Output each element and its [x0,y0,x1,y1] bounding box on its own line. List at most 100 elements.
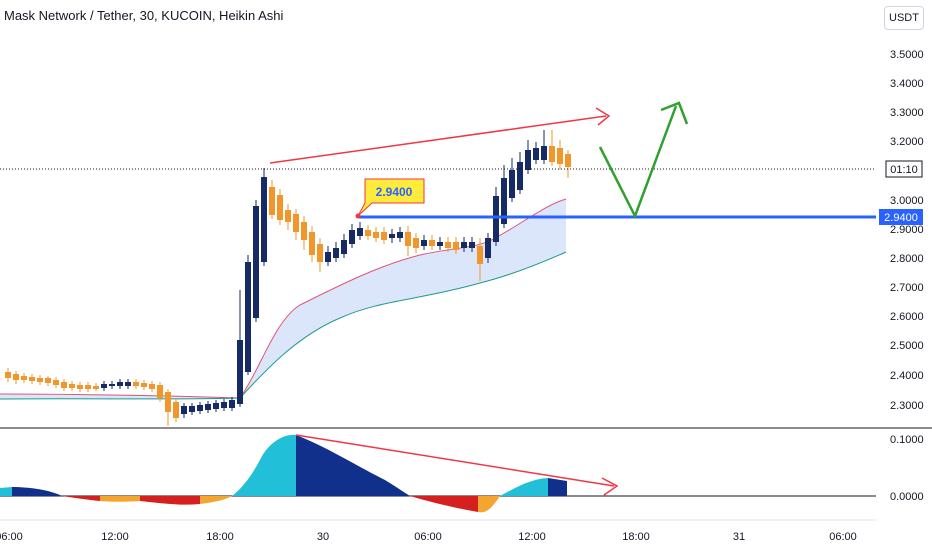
countdown-label: 01:10 [890,164,918,176]
time-tick: 18:00 [622,531,650,543]
price-tick: 3.2000 [890,136,924,148]
candle-body [357,228,363,236]
candle-body [341,240,347,254]
candle-body [309,232,315,255]
ma-band [0,199,566,399]
time-tick: 30 [317,531,329,543]
candle-body [501,178,507,224]
price-tick: 3.3000 [890,107,924,119]
candle-body [477,246,483,264]
candle-body [189,406,195,412]
candle-body [397,232,403,238]
projection-path[interactable] [598,105,678,220]
candle-body [69,384,75,388]
indicator-tick: 0.0000 [890,491,924,503]
candle-body [549,146,555,162]
candle-body [29,377,35,381]
price-tick: 3.5000 [890,49,924,61]
candle-body [133,382,139,386]
candle-body [317,244,323,262]
oscillator-segment [548,478,567,496]
candle-body [413,238,419,248]
candle-body [13,374,19,380]
candle-body [285,210,291,222]
candle-body [221,402,227,408]
candle-body [541,146,547,160]
oscillator-segment [500,478,548,496]
time-tick: 12:00 [518,531,546,543]
price-trend-arrowhead [595,107,611,126]
candle-body [77,385,83,389]
candle-body [237,340,243,404]
ma-slow-line [0,251,567,400]
candle-body [421,240,427,246]
candle-body [349,230,355,244]
time-tick: 06:00 [0,531,23,543]
candle-body [493,196,499,242]
candle-body [461,242,467,248]
candle-body [45,378,51,383]
candle-body [373,232,379,238]
candle-body [141,383,147,387]
candle-body [165,392,171,412]
candle-body [509,170,515,198]
chart-title: Mask Network / Tether, 30, KUCOIN, Heiki… [4,8,284,23]
price-tick: 2.4000 [890,370,924,382]
time-axis[interactable]: 06:00 12:00 18:00 30 06:00 12:00 18:00 3… [0,531,857,543]
candle-body [125,382,131,386]
candle-body [533,148,539,160]
candle-body [101,384,107,388]
candle-body [93,386,99,389]
price-tick: 3.0000 [890,195,924,207]
oscillator-segment [232,434,296,496]
indicator-axis[interactable]: 0.1000 0.0000 [890,434,924,503]
price-callout[interactable]: 2.9400 [357,178,425,217]
candle-body [557,148,563,164]
candle-body [213,403,219,409]
oscillator-segment [410,496,478,512]
candle-body [565,154,571,167]
candle-body [229,400,235,408]
price-tick: 2.9000 [890,224,924,236]
candle-body [253,206,259,318]
callout-label: 2.9400 [376,185,413,199]
indicator-tick: 0.1000 [890,434,924,446]
candle-body [485,238,491,258]
candle-body [437,242,443,246]
price-tick: 2.7000 [890,282,924,294]
candle-body [517,162,523,190]
candle-body [85,385,91,389]
oscillator-trend-line[interactable] [295,434,615,487]
oscillator-segment [0,487,12,496]
candle-body [453,242,459,250]
candle-body [53,380,59,385]
candle-body [405,232,411,246]
currency-button[interactable]: USDT [884,6,924,30]
price-axis[interactable]: 3.5000 3.4000 3.3000 3.2000 3.0000 2.900… [890,49,924,412]
projection-arrowhead [660,101,689,125]
candle-body [269,187,275,215]
candle-body [181,406,187,414]
time-tick: 31 [733,531,745,543]
price-tick: 2.5000 [890,340,924,352]
oscillator-segment [478,496,500,513]
candle-body [197,405,203,411]
price-tick: 2.8000 [890,253,924,265]
candle-body [469,242,475,248]
oscillator-segment [100,496,140,502]
candle-body [37,378,43,382]
candle-body [117,382,123,386]
price-trend-line[interactable] [269,115,607,164]
oscillator-segment [296,435,410,496]
candle-body [301,222,307,240]
price-tick: 2.6000 [890,311,924,323]
oscillator-trend-arrowhead [601,477,619,496]
price-tick: 3.4000 [890,78,924,90]
candle-body [277,195,283,220]
callout-anchor [355,213,361,219]
candle-body [109,384,115,386]
oscillator-histogram [0,434,567,513]
candle-body [245,262,251,372]
time-tick: 06:00 [829,531,857,543]
